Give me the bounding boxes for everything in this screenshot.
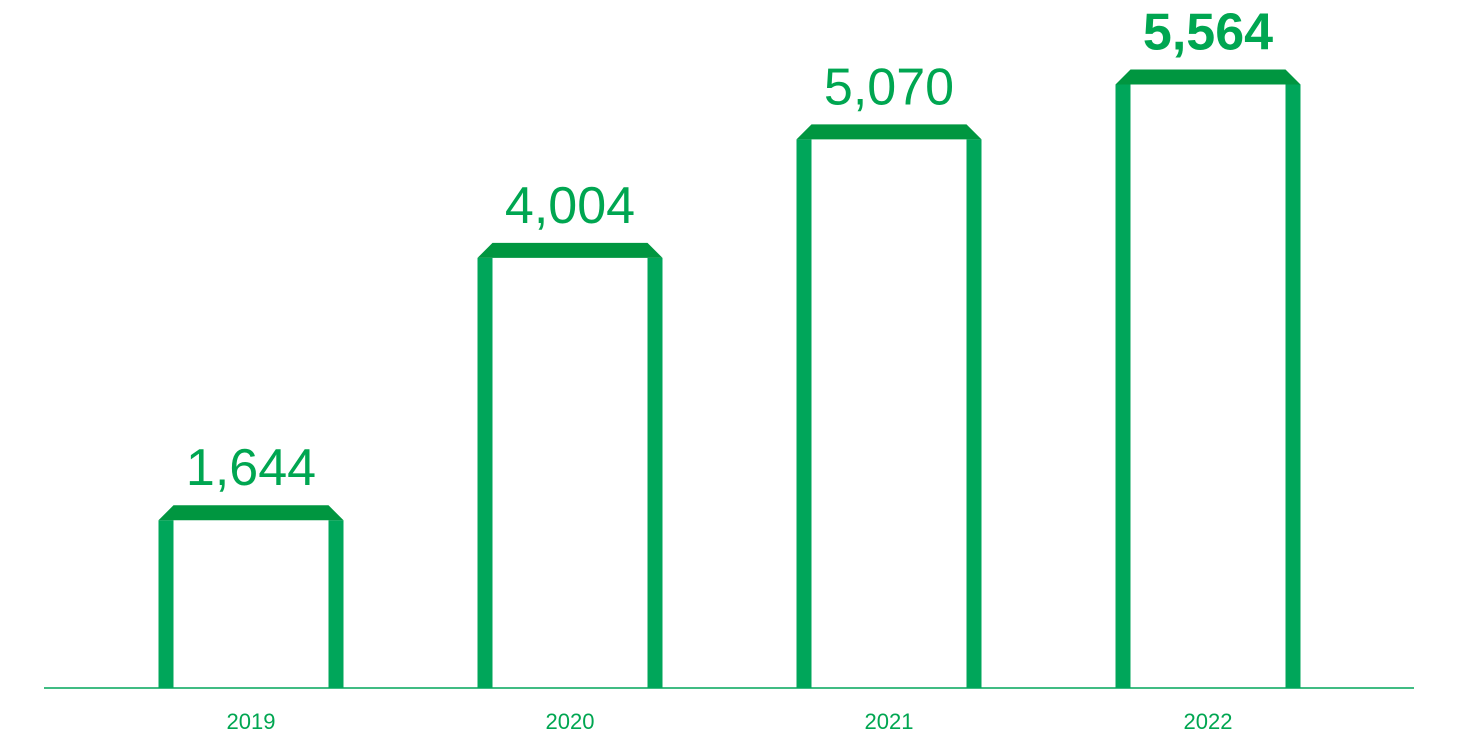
value-labels-group: 1,644 4,004 5,070 5,564 [186,3,1273,497]
value-label-2022: 5,564 [1143,3,1273,61]
x-tick-labels-group: 2019 2020 2021 2022 [227,709,1233,734]
bar-cap [158,505,344,521]
bar-right-leg [647,257,663,688]
value-label-2021: 5,070 [824,58,954,116]
bar-right-leg [328,520,344,688]
bar-cap [477,242,663,258]
value-label-2020: 4,004 [505,177,635,235]
bars-group [158,69,1301,688]
bar-cap [1115,69,1301,85]
bar-cap [796,124,982,140]
x-tick-label-2020: 2020 [546,709,595,734]
bar-2019 [158,505,344,688]
x-tick-label-2021: 2021 [865,709,914,734]
bar-2022 [1115,69,1301,688]
bar-left-leg [158,520,174,688]
bar-left-leg [796,139,812,688]
bar-left-leg [477,257,493,688]
x-tick-label-2019: 2019 [227,709,276,734]
bar-right-leg [966,139,982,688]
bar-right-leg [1285,84,1301,688]
value-label-2019: 1,644 [186,439,316,497]
x-tick-label-2022: 2022 [1184,709,1233,734]
bar-2020 [477,242,663,688]
bar-2021 [796,124,982,688]
bar-left-leg [1115,84,1131,688]
